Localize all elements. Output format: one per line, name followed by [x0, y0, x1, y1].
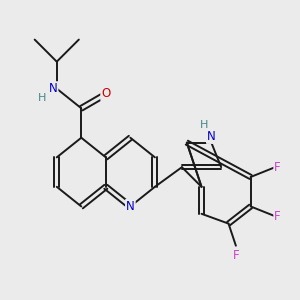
Text: F: F [232, 249, 239, 262]
Text: H: H [38, 94, 46, 103]
Text: N: N [207, 130, 216, 143]
Text: N: N [49, 82, 58, 95]
Text: F: F [274, 161, 281, 174]
Text: H: H [200, 121, 208, 130]
Text: O: O [101, 87, 110, 100]
Text: F: F [274, 210, 281, 223]
Text: N: N [126, 200, 135, 213]
